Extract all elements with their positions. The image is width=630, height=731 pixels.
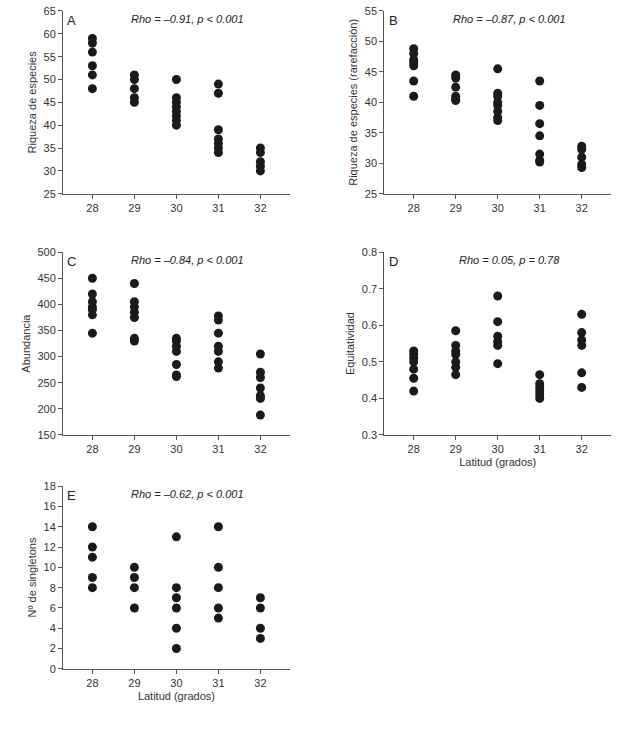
svg-text:45: 45	[44, 96, 56, 108]
svg-text:28: 28	[86, 202, 98, 214]
svg-text:10: 10	[44, 561, 56, 573]
svg-text:18: 18	[44, 480, 56, 492]
svg-text:32: 32	[254, 677, 266, 689]
svg-text:D: D	[389, 254, 398, 269]
svg-text:Rho = –0.84, p < 0.001: Rho = –0.84, p < 0.001	[131, 254, 244, 266]
svg-text:Rho = –0.87, p < 0.001: Rho = –0.87, p < 0.001	[453, 13, 566, 25]
svg-text:32: 32	[254, 443, 266, 455]
svg-text:32: 32	[254, 202, 266, 214]
svg-text:25: 25	[365, 188, 377, 200]
svg-text:Rho = 0.05, p = 0.78: Rho = 0.05, p = 0.78	[459, 254, 560, 266]
svg-text:200: 200	[37, 403, 55, 415]
svg-text:25: 25	[44, 188, 56, 200]
svg-text:29: 29	[128, 202, 140, 214]
svg-text:50: 50	[365, 35, 377, 47]
svg-text:28: 28	[408, 443, 420, 455]
svg-text:4: 4	[50, 622, 56, 634]
svg-text:28: 28	[86, 443, 98, 455]
svg-text:150: 150	[37, 429, 55, 441]
svg-text:55: 55	[44, 51, 56, 63]
svg-text:Rho = –0.91, p < 0.001: Rho = –0.91, p < 0.001	[131, 13, 244, 25]
svg-text:28: 28	[86, 677, 98, 689]
svg-text:16: 16	[44, 500, 56, 512]
svg-text:B: B	[389, 13, 398, 28]
svg-text:30: 30	[365, 157, 377, 169]
svg-text:Riqueza de especies: Riqueza de especies	[26, 51, 38, 154]
svg-text:32: 32	[576, 443, 588, 455]
svg-text:29: 29	[128, 677, 140, 689]
svg-text:31: 31	[212, 677, 224, 689]
svg-text:30: 30	[170, 677, 182, 689]
svg-text:6: 6	[50, 602, 56, 614]
svg-text:300: 300	[37, 350, 55, 362]
svg-text:30: 30	[492, 443, 504, 455]
svg-text:Latitud (grados): Latitud (grados)	[459, 456, 536, 468]
svg-text:40: 40	[365, 96, 377, 108]
svg-text:30: 30	[44, 165, 56, 177]
svg-text:30: 30	[492, 202, 504, 214]
svg-text:55: 55	[365, 5, 377, 17]
svg-text:500: 500	[37, 246, 55, 258]
svg-text:250: 250	[37, 377, 55, 389]
svg-text:32: 32	[576, 202, 588, 214]
svg-text:12: 12	[44, 541, 56, 553]
svg-text:2: 2	[50, 642, 56, 654]
svg-text:0.5: 0.5	[362, 356, 377, 368]
svg-text:Abundancia: Abundancia	[20, 314, 32, 373]
svg-text:60: 60	[44, 28, 56, 40]
svg-text:30: 30	[170, 443, 182, 455]
svg-text:8: 8	[50, 581, 56, 593]
svg-text:29: 29	[450, 202, 462, 214]
svg-text:0.3: 0.3	[362, 429, 377, 441]
svg-text:Riqueza de especies (rarefacci: Riqueza de especies (rarefacción)	[347, 19, 359, 186]
svg-text:0.6: 0.6	[362, 319, 377, 331]
svg-text:31: 31	[534, 202, 546, 214]
svg-text:0: 0	[50, 663, 56, 675]
svg-text:Latitud (grados): Latitud (grados)	[138, 690, 215, 702]
svg-text:35: 35	[365, 127, 377, 139]
svg-text:0.7: 0.7	[362, 283, 377, 295]
svg-text:Nº de singletons: Nº de singletons	[26, 537, 38, 617]
svg-text:30: 30	[170, 202, 182, 214]
svg-text:Rho = –0.62, p < 0.001: Rho = –0.62, p < 0.001	[131, 488, 244, 500]
svg-text:28: 28	[408, 202, 420, 214]
svg-text:A: A	[67, 13, 76, 28]
svg-text:450: 450	[37, 272, 55, 284]
svg-text:31: 31	[212, 443, 224, 455]
svg-text:E: E	[67, 488, 76, 503]
svg-text:65: 65	[44, 5, 56, 17]
svg-text:31: 31	[534, 443, 546, 455]
svg-text:Equitatividad: Equitatividad	[344, 312, 356, 375]
svg-text:400: 400	[37, 298, 55, 310]
svg-text:45: 45	[365, 66, 377, 78]
svg-text:50: 50	[44, 73, 56, 85]
svg-text:31: 31	[212, 202, 224, 214]
svg-text:29: 29	[128, 443, 140, 455]
svg-text:0.8: 0.8	[362, 246, 377, 258]
svg-text:40: 40	[44, 119, 56, 131]
svg-text:35: 35	[44, 142, 56, 154]
svg-text:C: C	[67, 254, 76, 269]
svg-text:29: 29	[450, 443, 462, 455]
svg-text:14: 14	[44, 521, 56, 533]
svg-text:0.4: 0.4	[362, 392, 377, 404]
svg-text:350: 350	[37, 324, 55, 336]
